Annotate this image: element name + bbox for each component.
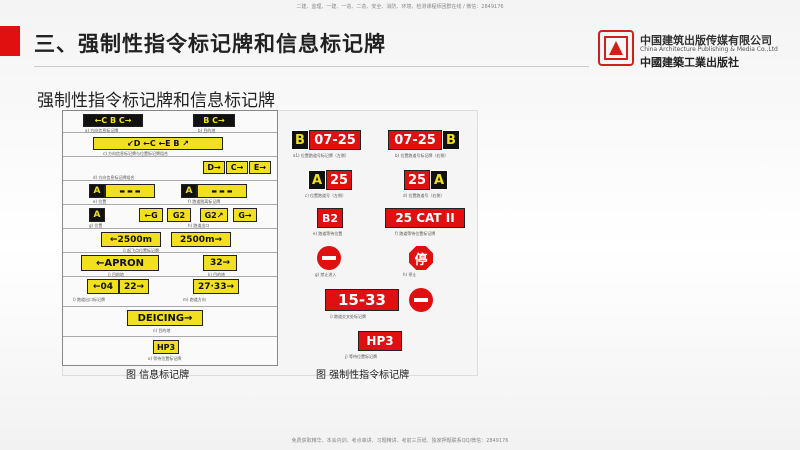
table-row: HP3 o) 等待位置标记牌 [63,337,277,365]
info-sign: C→ [226,161,248,174]
table-row: DEICING→ n) 目的地 [63,307,277,337]
mandatory-sign: 25 [326,170,352,190]
info-sign: ←2500m [101,232,161,247]
sign-caption: b) 目的地 [198,128,216,133]
info-sign: A [89,184,105,198]
mandatory-sign: 15-33 [325,289,399,311]
info-sign: ←G [139,208,163,222]
sign-caption: c) 方向信息标记牌与位置标记牌组合 [103,151,169,156]
sign-caption: n) 目的地 [153,328,171,333]
info-sign: A [89,208,105,222]
top-note: 二建、监理、一建、一造、二造、安全、消防、环境、检测课程师团群在线 / 微信：2… [296,4,504,10]
mandatory-sign: B2 [317,208,343,228]
info-sign: A [181,184,197,198]
sign-caption: h) 跑道出口 [188,223,210,228]
sign-caption: d) 位置跑道号（右侧） [403,193,445,198]
sign-caption: e) 位置 [93,199,107,204]
sign-caption: c) 位置跑道号（左侧） [305,193,347,198]
sign-caption: g) 位置 [89,223,103,228]
sign-caption: a1) 位置跑道号标记牌（左侧） [293,153,349,158]
sign-caption: k) 目的地 [208,272,226,277]
sign-caption: h) 停止 [403,272,417,277]
sign-caption: f) 跑道等待位置标记牌 [395,231,436,236]
publisher-name-en: China Architecture Publishing & Media Co… [640,46,778,53]
mandatory-sign: 07-25 [388,130,442,150]
table-row: ↙D ←C ←E B ↗ c) 方向信息标记牌与位置标记牌组合 [63,133,277,157]
sign-caption: i) 起飞点位置标记牌 [123,248,159,253]
publisher-logo-icon [598,30,634,66]
info-figure-caption: 图 信息标记牌 [126,370,190,381]
mandatory-sign: 07-25 [309,130,361,150]
sign-caption: i) 跑道交叉处标记牌 [330,314,366,319]
mandatory-sign: A [308,170,326,190]
info-sign: E→ [249,161,271,174]
publisher-name-cn: 中国建筑出版传媒有限公司 [640,34,772,47]
sign-caption: b) 位置跑道号标记牌（右侧） [395,153,449,158]
mandatory-sign: 25 CAT II [385,208,465,228]
info-sign: 32→ [203,255,237,271]
info-sign: G2 [167,208,191,222]
info-sign: D→ [203,161,225,174]
section-subtitle: 强制性指令标记牌和信息标记牌 [37,91,275,111]
info-sign: 2500m→ [171,232,231,247]
stop-sign: 停 [409,246,433,270]
footer-note: 免费获取精华、本会内训、考点串讲、习题精讲、考前三页纸、独家押题联系QQ/微信：… [291,438,509,444]
sign-caption: e) 跑道等待位置 [313,231,343,236]
runway-vacated-pattern: ▬ ▬ ▬ [197,184,247,198]
table-row: ←APRON 32→ j) 目的地 k) 目的地 [63,253,277,277]
info-sign: B C→ [193,114,235,127]
publisher-calligraphy: 中國建築工業出版社 [640,56,739,69]
sign-caption: o) 等待位置标记牌 [148,356,182,361]
sign-caption: a) 方向信息标记牌 [85,128,119,133]
accent-bar [0,26,20,56]
info-sign: ↙D ←C ←E B ↗ [93,137,223,150]
sign-caption: j) 等待位置标记牌 [345,354,377,359]
info-sign: G2↗ [200,208,228,222]
title-divider [34,66,589,67]
slide-title: 三、强制性指令标记牌和信息标记牌 [34,32,386,56]
info-sign: ←APRON [81,255,159,271]
table-row: D→ C→ E→ d) 方向信息标记牌组合 [63,157,277,181]
table-row: ←2500m 2500m→ i) 起飞点位置标记牌 [63,229,277,253]
info-sign: 22→ [119,279,149,294]
table-row: ←04 22→ 27·33→ l) 跑道出口标记牌 m) 跑道方向 [63,277,277,307]
mandatory-sign: A [430,170,448,190]
sign-caption: f) 跑道脱离标记牌 [188,199,221,204]
table-row: A ←G G2 G2↗ G→ g) 位置 h) 跑道出口 [63,205,277,229]
runway-vacated-pattern: ▬ ▬ ▬ [105,184,155,198]
mandatory-sign: HP3 [358,331,402,351]
info-sign: HP3 [153,340,179,354]
sign-caption: d) 方向信息标记牌组合 [93,175,135,180]
info-signs-table: ←C B C→ B C→ a) 方向信息标记牌 b) 目的地 ↙D ←C ←E … [62,110,278,366]
table-row: ←C B C→ B C→ a) 方向信息标记牌 b) 目的地 [63,111,277,133]
info-sign: G→ [233,208,257,222]
table-row: A ▬ ▬ ▬ A ▬ ▬ ▬ e) 位置 f) 跑道脱离标记牌 [63,181,277,205]
sign-caption: g) 禁止进入 [315,272,337,277]
sign-caption: m) 跑道方向 [183,297,206,302]
mandatory-sign: B [291,130,309,150]
no-entry-icon [317,246,341,270]
info-sign: 27·33→ [193,279,239,294]
info-sign: ←C B C→ [83,114,143,127]
mandatory-sign: 25 [404,170,430,190]
info-sign: ←04 [87,279,119,294]
info-sign: DEICING→ [127,310,203,326]
mandatory-figure-caption: 图 强制性指令标记牌 [316,370,410,381]
sign-caption: j) 目的地 [108,272,124,277]
no-entry-icon [409,288,433,312]
mandatory-sign: B [442,130,460,150]
sign-caption: l) 跑道出口标记牌 [73,297,105,302]
